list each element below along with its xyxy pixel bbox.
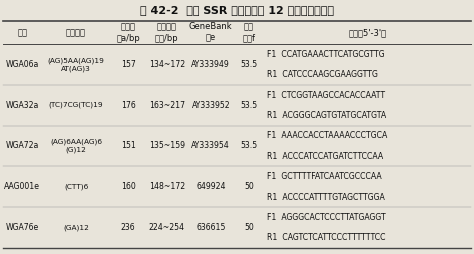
Text: AAG001e: AAG001e bbox=[4, 182, 40, 191]
Text: AY333952: AY333952 bbox=[191, 101, 230, 110]
Text: (AG)6AA(AG)6
(G)12: (AG)6AA(AG)6 (G)12 bbox=[50, 139, 102, 153]
Text: 53.5: 53.5 bbox=[240, 141, 257, 151]
Text: 片段长
度a/bp: 片段长 度a/bp bbox=[116, 22, 140, 43]
Text: R1  ACGGGCAGTGTATGCATGTA: R1 ACGGGCAGTGTATGCATGTA bbox=[267, 111, 386, 120]
Text: 157: 157 bbox=[121, 60, 136, 69]
Text: F1  GCTTTTFATCAATCGCCCAA: F1 GCTTTTFATCAATCGCCCAA bbox=[267, 172, 382, 181]
Text: F1  CCATGAAACTTCATGCGTTG: F1 CCATGAAACTTCATGCGTTG bbox=[267, 50, 385, 59]
Text: 224~254: 224~254 bbox=[149, 223, 185, 232]
Text: (GA)12: (GA)12 bbox=[63, 224, 89, 231]
Text: 53.5: 53.5 bbox=[240, 101, 257, 110]
Text: 重复序列: 重复序列 bbox=[66, 28, 86, 37]
Text: F1  AGGGCACTCCCTTATGAGGT: F1 AGGGCACTCCCTTATGAGGT bbox=[267, 213, 386, 222]
Text: 53.5: 53.5 bbox=[240, 60, 257, 69]
Text: F1  CTCGGTAAGCCACACCAATT: F1 CTCGGTAAGCCACACCAATT bbox=[267, 90, 385, 100]
Text: R1  ACCCCATTTTGTAGCTTGGA: R1 ACCCCATTTTGTAGCTTGGA bbox=[267, 193, 385, 201]
Text: AY333949: AY333949 bbox=[191, 60, 230, 69]
Text: (AG)5AA(AG)19
AT(AG)3: (AG)5AA(AG)19 AT(AG)3 bbox=[47, 57, 104, 72]
Text: (CTT)6: (CTT)6 bbox=[64, 184, 88, 190]
Text: 163~217: 163~217 bbox=[149, 101, 185, 110]
Text: 649924: 649924 bbox=[196, 182, 226, 191]
Text: 135~159: 135~159 bbox=[149, 141, 185, 151]
Text: 134~172: 134~172 bbox=[149, 60, 185, 69]
Text: WGA06a: WGA06a bbox=[6, 60, 39, 69]
Text: 等位基因
大小/bp: 等位基因 大小/bp bbox=[155, 22, 179, 43]
Text: 176: 176 bbox=[121, 101, 136, 110]
Text: 148~172: 148~172 bbox=[149, 182, 185, 191]
Text: 表 42-2  用于 SSR 标记实验的 12 对引物序列信息: 表 42-2 用于 SSR 标记实验的 12 对引物序列信息 bbox=[140, 5, 334, 15]
Text: 50: 50 bbox=[244, 182, 254, 191]
Text: AY333954: AY333954 bbox=[191, 141, 230, 151]
Text: 636615: 636615 bbox=[196, 223, 226, 232]
Text: WGA72a: WGA72a bbox=[6, 141, 39, 151]
Text: F1  AAACCACCTAAAACCCTGCA: F1 AAACCACCTAAAACCCTGCA bbox=[267, 131, 387, 140]
Text: 位点: 位点 bbox=[17, 28, 27, 37]
Text: 236: 236 bbox=[121, 223, 136, 232]
Text: GeneBank
号e: GeneBank 号e bbox=[189, 22, 233, 43]
Text: WGA76e: WGA76e bbox=[6, 223, 39, 232]
Text: R1  CAGTCTCATTCCCTTTTTTCC: R1 CAGTCTCATTCCCTTTTTTCC bbox=[267, 233, 386, 242]
Text: WGA32a: WGA32a bbox=[6, 101, 39, 110]
Text: 160: 160 bbox=[121, 182, 136, 191]
Text: (TC)7CG(TC)19: (TC)7CG(TC)19 bbox=[49, 102, 103, 108]
Text: R1  ACCCATCCATGATCTTCCAA: R1 ACCCATCCATGATCTTCCAA bbox=[267, 152, 383, 161]
Text: R1  CATCCCAAGCGAAGGTTG: R1 CATCCCAAGCGAAGGTTG bbox=[267, 70, 378, 79]
Text: 退火
温度f: 退火 温度f bbox=[242, 22, 255, 43]
Text: 序列（5'-3'）: 序列（5'-3'） bbox=[348, 28, 387, 37]
Text: 50: 50 bbox=[244, 223, 254, 232]
Text: 151: 151 bbox=[121, 141, 136, 151]
